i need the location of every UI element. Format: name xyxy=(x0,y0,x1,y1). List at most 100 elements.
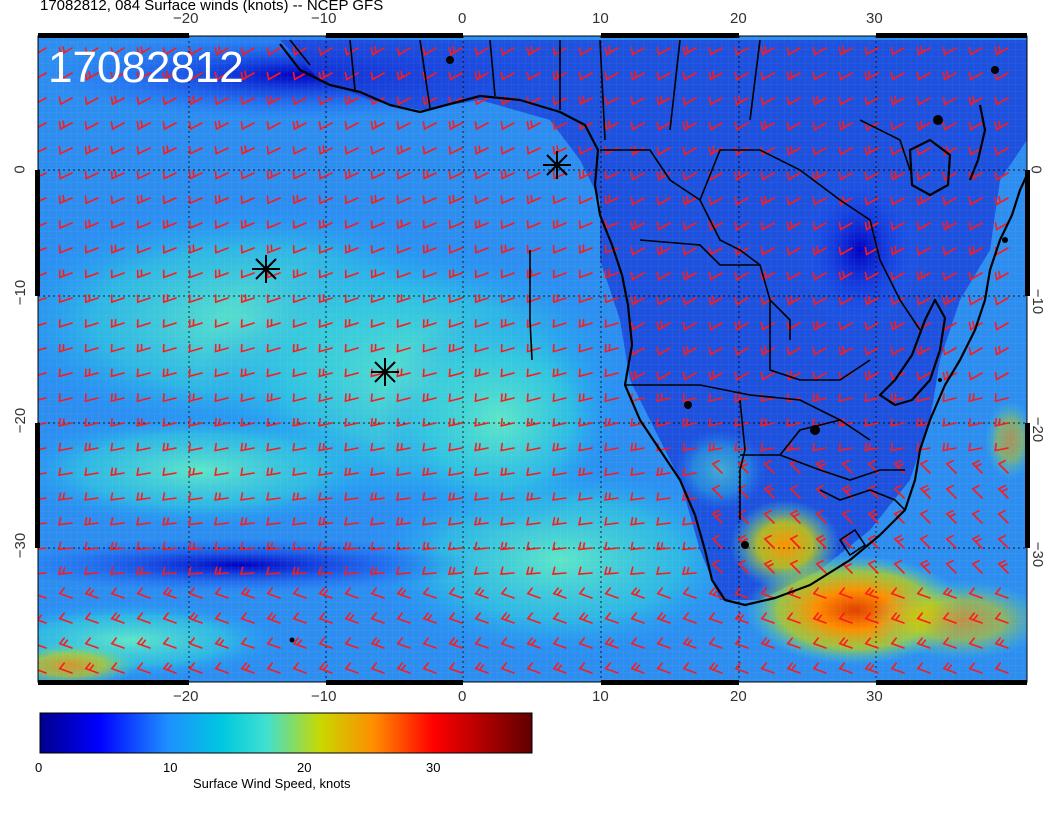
wind-barb xyxy=(864,70,879,81)
wind-barb xyxy=(578,343,593,353)
wind-barb xyxy=(838,171,853,181)
wind-barb xyxy=(240,96,255,106)
wind-barb xyxy=(292,170,307,180)
wind-barb xyxy=(448,46,463,56)
top-lon-tick-5: 20 xyxy=(730,10,747,27)
wind-barb xyxy=(396,517,411,526)
wind-barb xyxy=(760,371,775,381)
wind-barb xyxy=(266,517,281,526)
wind-barb xyxy=(890,46,905,56)
wind-barb xyxy=(58,71,73,81)
wind-barb xyxy=(58,319,73,329)
wind-barb xyxy=(656,271,671,281)
wind-barb xyxy=(84,96,99,106)
wind-barb xyxy=(84,637,99,649)
bottom-lon-tick-6: 30 xyxy=(866,688,883,705)
wind-barb xyxy=(734,662,749,674)
wind-barb xyxy=(500,195,515,205)
wind-barb xyxy=(919,559,931,574)
wind-barb xyxy=(162,393,177,403)
wind-barb xyxy=(266,467,281,477)
wind-barb xyxy=(864,46,879,56)
wind-barb xyxy=(500,612,515,624)
wind-barb xyxy=(162,269,177,279)
wind-barb xyxy=(682,96,697,106)
wind-barb xyxy=(760,587,775,599)
wind-barb xyxy=(838,246,853,256)
wind-barb xyxy=(58,467,73,477)
wind-barb xyxy=(474,541,489,551)
wind-barb xyxy=(396,662,411,674)
wind-barb xyxy=(578,195,593,205)
wind-barb xyxy=(893,509,905,524)
wind-barb xyxy=(968,196,983,206)
wind-barb xyxy=(552,195,567,205)
wind-barb xyxy=(422,220,437,230)
wind-barb xyxy=(786,271,801,281)
wind-barb xyxy=(682,612,697,624)
wind-barb xyxy=(682,71,697,81)
wind-barb xyxy=(344,269,359,279)
wind-barb xyxy=(58,244,73,254)
wind-barb xyxy=(919,534,931,549)
wind-barb xyxy=(968,662,983,674)
wind-barb xyxy=(188,541,203,551)
wind-barb xyxy=(552,418,567,427)
wind-barb xyxy=(240,442,255,452)
wind-barb xyxy=(786,96,801,106)
wind-barb xyxy=(682,45,697,56)
wind-barb xyxy=(890,612,905,624)
wind-barb xyxy=(682,393,697,403)
wind-barb xyxy=(58,194,73,205)
wind-barb xyxy=(968,346,983,356)
wind-barb xyxy=(656,492,671,501)
wind-barb xyxy=(708,196,723,206)
wind-barb xyxy=(370,170,385,180)
wind-barb xyxy=(214,96,229,106)
wind-barb xyxy=(604,541,619,551)
wind-barb xyxy=(162,244,177,254)
wind-barb xyxy=(38,497,47,500)
wind-barb xyxy=(84,541,99,551)
wind-barb xyxy=(188,517,203,526)
wind-barb xyxy=(422,637,437,649)
wind-barb xyxy=(604,170,619,180)
wind-barb xyxy=(815,484,827,499)
wind-barb xyxy=(38,662,47,674)
wind-barb xyxy=(630,467,645,477)
wind-barb xyxy=(188,637,203,649)
wind-barb xyxy=(396,170,411,180)
wind-barb xyxy=(110,47,125,56)
wind-barb xyxy=(604,637,619,649)
wind-barb xyxy=(656,71,671,81)
wind-barb xyxy=(812,393,827,403)
wind-barb xyxy=(864,145,879,156)
wind-barb xyxy=(763,459,775,474)
wind-barb xyxy=(448,194,463,205)
wind-barb xyxy=(474,637,489,649)
wind-barb xyxy=(786,70,801,81)
wind-barb xyxy=(682,541,697,551)
wind-barb xyxy=(110,170,125,180)
bottom-lon-tick-3: 0 xyxy=(458,688,467,705)
wind-barb xyxy=(58,517,73,526)
wind-barb xyxy=(630,612,645,624)
wind-barb xyxy=(578,121,593,131)
wind-barb xyxy=(656,371,671,381)
wind-barb xyxy=(474,492,489,501)
wind-barb xyxy=(500,220,515,230)
wind-barb xyxy=(890,196,905,206)
wind-barb xyxy=(370,587,385,599)
wind-barb xyxy=(370,442,385,452)
wind-barb xyxy=(188,170,203,180)
wind-barb xyxy=(682,517,697,526)
wind-barb xyxy=(737,484,749,499)
wind-barb xyxy=(136,612,151,624)
wind-barb xyxy=(864,220,879,231)
wind-barb xyxy=(578,244,593,254)
wind-barb xyxy=(188,442,203,452)
country-borders xyxy=(289,39,921,557)
wind-barb xyxy=(708,442,723,452)
wind-barb xyxy=(161,566,177,575)
wind-barb xyxy=(552,294,567,304)
